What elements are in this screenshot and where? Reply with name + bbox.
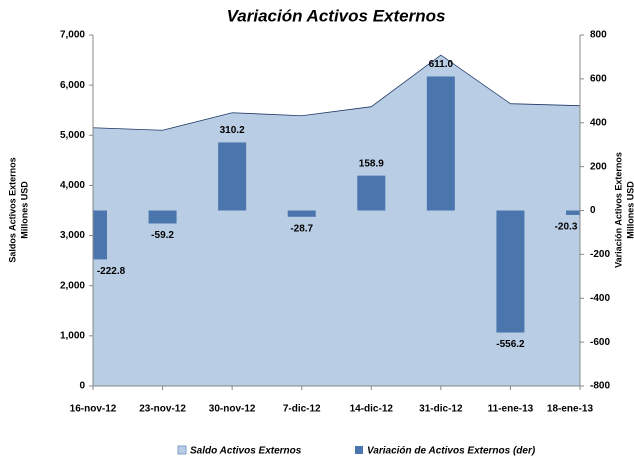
y-tick-label: 5,000 [60,130,85,141]
x-tick-label: 16-nov-12 [70,404,117,415]
data-label: -20.3 [555,222,578,233]
area [93,55,580,387]
y-tick-label: 2,000 [60,280,85,291]
bar [148,210,177,224]
y2-tick-label: -200 [590,249,610,260]
y-tick-label: 7,000 [60,30,85,41]
y-axis-title: Saldos Activos Externos Millones USD [7,157,29,262]
y-tick-label: 1,000 [60,330,85,341]
data-label: -59.2 [151,230,174,241]
y-tick-label: 3,000 [60,230,85,241]
y-axis-title-line: Millones USD [19,181,29,239]
bar [93,210,107,260]
chart-title: Variación Activos Externos [227,6,446,25]
x-tick-label: 18-ene-13 [547,404,594,415]
y2-tick-label: 600 [590,74,607,85]
bar [496,210,525,333]
y2-tick-label: -400 [590,293,610,304]
x-tick-label: 31-dic-12 [419,404,463,415]
y-tick-label: 0 [79,381,85,392]
data-label: 158.9 [359,158,384,169]
x-tick-label: 14-dic-12 [350,404,394,415]
y-tick-label: 6,000 [60,80,85,91]
legend-label: Saldo Activos Externos [190,446,302,457]
bar [426,76,455,211]
y2-tick-label: -800 [590,381,610,392]
legend-swatch [355,446,363,454]
data-label: 310.2 [220,125,245,136]
y2-axis-title-line: Variación Activos Externos [613,152,623,268]
y2-tick-label: 400 [590,117,607,128]
data-label: 611.0 [429,59,454,70]
legend-swatch [177,445,187,455]
x-tick-label: 30-nov-12 [209,404,256,415]
y2-axis-title: Variación Activos Externos Millones USD [613,152,634,268]
plot-area [93,54,580,387]
bar [287,210,316,217]
bar [357,175,386,211]
y2-tick-label: -600 [590,337,610,348]
area-line [93,54,580,131]
data-label: -556.2 [496,339,525,350]
y-tick-label: 4,000 [60,180,85,191]
x-tick-label: 7-dic-12 [283,404,321,415]
bar [566,210,580,215]
data-label: -222.8 [97,266,126,277]
y2-axis-title-line: Millones USD [625,181,634,239]
y2-tick-label: 200 [590,161,607,172]
legend-label: Variación de Activos Externos (der) [367,446,536,457]
x-tick-label: 11-ene-13 [488,404,534,415]
y2-tick-label: 800 [590,30,607,41]
y-axis-title-line: Saldos Activos Externos [7,157,17,262]
y2-tick-label: 0 [590,205,596,216]
data-label: -28.7 [290,223,313,234]
x-tick-label: 23-nov-12 [139,404,186,415]
bar [218,142,247,211]
